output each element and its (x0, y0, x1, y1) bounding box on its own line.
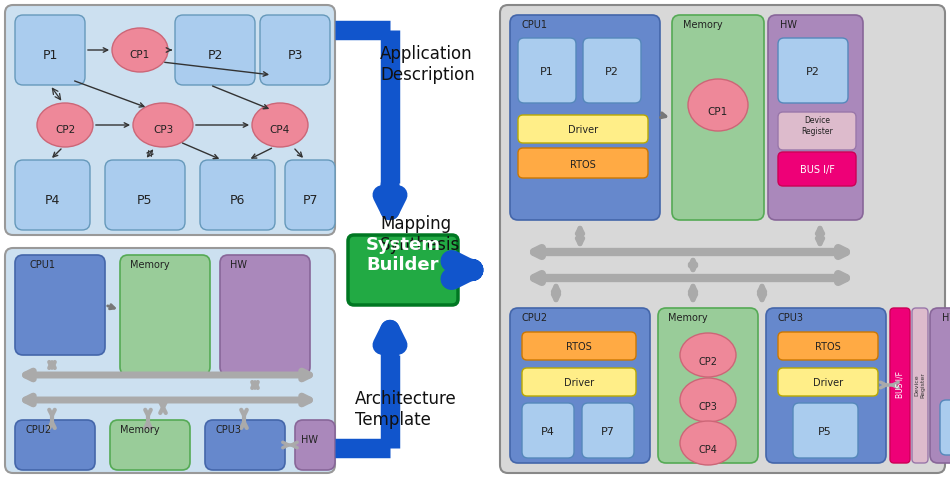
FancyBboxPatch shape (930, 308, 950, 463)
Text: Driver: Driver (564, 378, 594, 388)
Text: CP1: CP1 (708, 107, 728, 117)
Text: Device
Register: Device Register (915, 372, 925, 398)
Text: Mapping
Synthesis: Mapping Synthesis (380, 215, 460, 254)
FancyBboxPatch shape (15, 255, 105, 355)
FancyBboxPatch shape (220, 255, 310, 375)
Text: P5: P5 (818, 427, 832, 437)
Text: RTOS: RTOS (566, 342, 592, 352)
Text: CPU2: CPU2 (522, 313, 548, 323)
Text: System
Builder: System Builder (366, 236, 441, 274)
Text: P3: P3 (287, 48, 303, 62)
Ellipse shape (133, 103, 193, 147)
Text: P6: P6 (229, 194, 245, 206)
Text: HW: HW (942, 313, 950, 323)
Text: Application
Description: Application Description (380, 45, 475, 84)
Text: CP3: CP3 (153, 125, 173, 135)
FancyBboxPatch shape (518, 115, 648, 143)
Ellipse shape (112, 28, 168, 72)
FancyBboxPatch shape (105, 160, 185, 230)
FancyBboxPatch shape (5, 5, 335, 235)
Text: P7: P7 (302, 194, 317, 206)
Text: Memory: Memory (668, 313, 708, 323)
Text: HW: HW (301, 435, 318, 445)
Text: CP3: CP3 (698, 402, 717, 412)
Text: HW: HW (230, 260, 247, 270)
Text: P4: P4 (45, 194, 60, 206)
FancyBboxPatch shape (200, 160, 275, 230)
FancyBboxPatch shape (510, 15, 660, 220)
FancyBboxPatch shape (583, 38, 641, 103)
Text: P2: P2 (605, 67, 619, 77)
FancyBboxPatch shape (890, 308, 910, 463)
FancyBboxPatch shape (778, 152, 856, 186)
FancyBboxPatch shape (5, 248, 335, 473)
Text: HW: HW (780, 20, 797, 30)
Text: RTOS: RTOS (570, 160, 596, 170)
FancyBboxPatch shape (175, 15, 255, 85)
Text: CPU1: CPU1 (30, 260, 56, 270)
Ellipse shape (688, 79, 748, 131)
FancyBboxPatch shape (778, 332, 878, 360)
Ellipse shape (37, 103, 93, 147)
Ellipse shape (680, 378, 736, 422)
Text: P4: P4 (542, 427, 555, 437)
FancyBboxPatch shape (110, 420, 190, 470)
FancyBboxPatch shape (518, 38, 576, 103)
Text: Architecture
Template: Architecture Template (355, 390, 457, 429)
Text: CP2: CP2 (55, 125, 75, 135)
Text: P1: P1 (43, 48, 58, 62)
Text: RTOS: RTOS (815, 342, 841, 352)
FancyBboxPatch shape (285, 160, 335, 230)
Text: P7: P7 (601, 427, 615, 437)
Text: CPU2: CPU2 (25, 425, 51, 435)
FancyBboxPatch shape (912, 308, 928, 463)
FancyBboxPatch shape (260, 15, 330, 85)
FancyBboxPatch shape (778, 368, 878, 396)
FancyBboxPatch shape (522, 368, 636, 396)
Text: CPU3: CPU3 (215, 425, 241, 435)
Text: CPU1: CPU1 (522, 20, 548, 30)
Text: P1: P1 (541, 67, 554, 77)
FancyBboxPatch shape (205, 420, 285, 470)
FancyBboxPatch shape (940, 400, 950, 455)
Text: BUS I/F: BUS I/F (800, 165, 834, 175)
FancyBboxPatch shape (793, 403, 858, 458)
Text: P5: P5 (137, 194, 153, 206)
Text: P2: P2 (207, 48, 222, 62)
FancyBboxPatch shape (766, 308, 886, 463)
FancyBboxPatch shape (510, 308, 650, 463)
FancyBboxPatch shape (522, 332, 636, 360)
Text: CP2: CP2 (698, 357, 717, 367)
Text: CP4: CP4 (698, 445, 717, 455)
FancyBboxPatch shape (518, 148, 648, 178)
Text: P2: P2 (806, 67, 820, 77)
FancyBboxPatch shape (295, 420, 335, 470)
Text: Device
Register: Device Register (801, 116, 833, 136)
Text: CPU3: CPU3 (778, 313, 804, 323)
Ellipse shape (680, 333, 736, 377)
FancyBboxPatch shape (522, 403, 574, 458)
FancyBboxPatch shape (15, 15, 85, 85)
FancyBboxPatch shape (15, 420, 95, 470)
FancyBboxPatch shape (500, 5, 945, 473)
Text: CP1: CP1 (130, 50, 150, 60)
Text: Driver: Driver (813, 378, 843, 388)
FancyBboxPatch shape (658, 308, 758, 463)
Text: Memory: Memory (683, 20, 723, 30)
FancyBboxPatch shape (15, 160, 90, 230)
FancyBboxPatch shape (582, 403, 634, 458)
Ellipse shape (252, 103, 308, 147)
FancyBboxPatch shape (120, 255, 210, 375)
Text: Memory: Memory (120, 425, 160, 435)
Text: CP4: CP4 (270, 125, 290, 135)
Text: BUS I/F: BUS I/F (896, 371, 904, 399)
FancyBboxPatch shape (778, 112, 856, 150)
Text: Memory: Memory (130, 260, 170, 270)
FancyBboxPatch shape (348, 235, 458, 305)
Text: Driver: Driver (568, 125, 598, 135)
FancyBboxPatch shape (672, 15, 764, 220)
Ellipse shape (680, 421, 736, 465)
FancyBboxPatch shape (778, 38, 848, 103)
FancyBboxPatch shape (768, 15, 863, 220)
